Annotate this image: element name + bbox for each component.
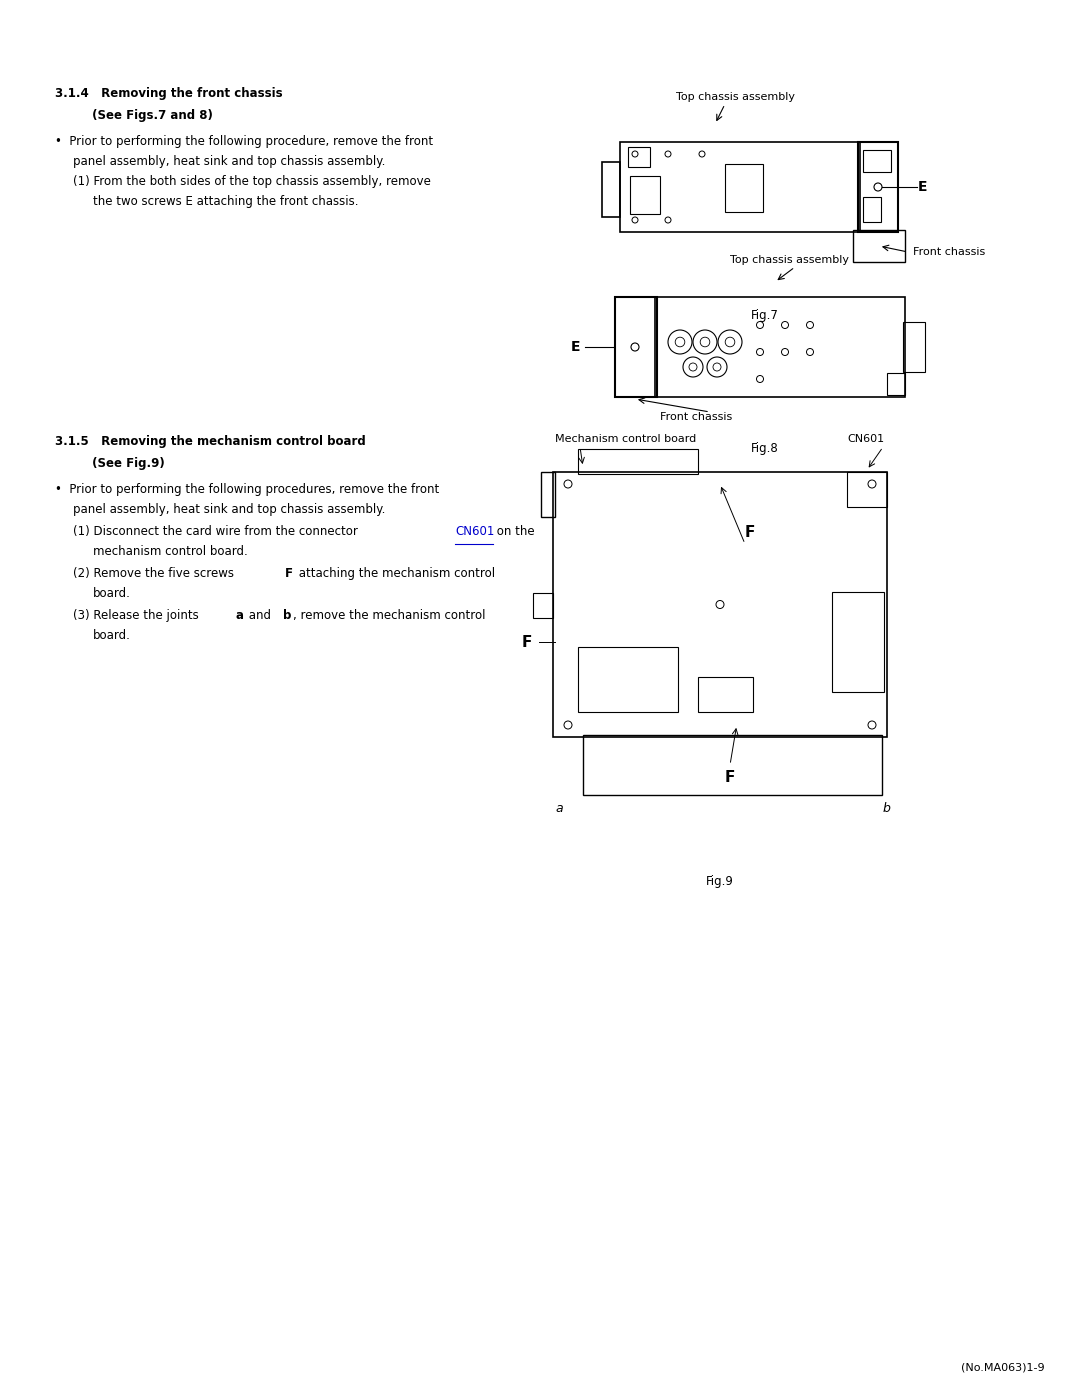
Text: Front chassis: Front chassis [913, 247, 985, 257]
Bar [847, 472, 887, 507]
Text: F: F [522, 634, 532, 650]
Text: Fig.7: Fig.7 [751, 309, 779, 321]
Text: Fig.9: Fig.9 [706, 875, 734, 888]
Text: Fig.8: Fig.8 [751, 441, 779, 455]
Text: E: E [570, 339, 580, 353]
Bar [627, 147, 650, 168]
Bar [858, 142, 897, 232]
Bar [578, 448, 698, 474]
Bar [583, 735, 882, 795]
Text: , remove the mechanism control: , remove the mechanism control [293, 609, 486, 622]
Text: CN601: CN601 [455, 525, 495, 538]
Bar [832, 592, 885, 692]
Bar [863, 197, 881, 222]
Text: Top chassis assembly: Top chassis assembly [675, 92, 795, 102]
Text: (1) Disconnect the card wire from the connector: (1) Disconnect the card wire from the co… [73, 525, 362, 538]
Text: panel assembly, heat sink and top chassis assembly.: panel assembly, heat sink and top chassi… [73, 155, 386, 168]
Text: a: a [235, 609, 243, 622]
Text: (3) Release the joints: (3) Release the joints [73, 609, 203, 622]
Text: and: and [245, 609, 274, 622]
Bar [534, 592, 553, 617]
Text: F: F [745, 524, 755, 539]
Bar [541, 472, 555, 517]
Text: (See Fig.9): (See Fig.9) [55, 457, 165, 469]
Text: board.: board. [93, 587, 131, 599]
Bar [602, 162, 620, 217]
Bar [863, 149, 891, 172]
Text: Mechanism control board: Mechanism control board [555, 434, 697, 444]
Text: E: E [918, 180, 928, 194]
Text: (1) From the both sides of the top chassis assembly, remove: (1) From the both sides of the top chass… [73, 175, 431, 189]
Text: Front chassis: Front chassis [660, 412, 732, 422]
Text: •  Prior to performing the following procedures, remove the front: • Prior to performing the following proc… [55, 483, 440, 496]
Text: a: a [555, 802, 563, 814]
Bar [630, 176, 660, 214]
Text: (2) Remove the five screws: (2) Remove the five screws [73, 567, 238, 580]
Bar [620, 142, 860, 232]
Bar [853, 231, 905, 263]
Bar [615, 298, 657, 397]
Bar [553, 472, 887, 738]
Bar [578, 647, 678, 712]
Bar [698, 678, 753, 712]
Text: b: b [882, 802, 890, 814]
Text: attaching the mechanism control: attaching the mechanism control [295, 567, 495, 580]
Text: Top chassis assembly: Top chassis assembly [730, 256, 850, 265]
Text: (See Figs.7 and 8): (See Figs.7 and 8) [55, 109, 213, 122]
Text: board.: board. [93, 629, 131, 643]
Text: F: F [285, 567, 293, 580]
Text: the two screws E attaching the front chassis.: the two screws E attaching the front cha… [93, 196, 359, 208]
Text: panel assembly, heat sink and top chassis assembly.: panel assembly, heat sink and top chassi… [73, 503, 386, 515]
Bar [887, 373, 905, 395]
Bar [654, 298, 905, 397]
Text: on the: on the [492, 525, 535, 538]
Text: mechanism control board.: mechanism control board. [93, 545, 247, 557]
Text: (No.MA063)1-9: (No.MA063)1-9 [961, 1362, 1045, 1372]
Text: 3.1.5   Removing the mechanism control board: 3.1.5 Removing the mechanism control boa… [55, 434, 366, 448]
Text: F: F [725, 770, 735, 785]
Text: b: b [283, 609, 292, 622]
Text: 3.1.4   Removing the front chassis: 3.1.4 Removing the front chassis [55, 87, 283, 101]
Bar [725, 163, 762, 212]
Bar [903, 321, 924, 372]
Text: •  Prior to performing the following procedure, remove the front: • Prior to performing the following proc… [55, 136, 433, 148]
Text: CN601: CN601 [848, 434, 885, 444]
